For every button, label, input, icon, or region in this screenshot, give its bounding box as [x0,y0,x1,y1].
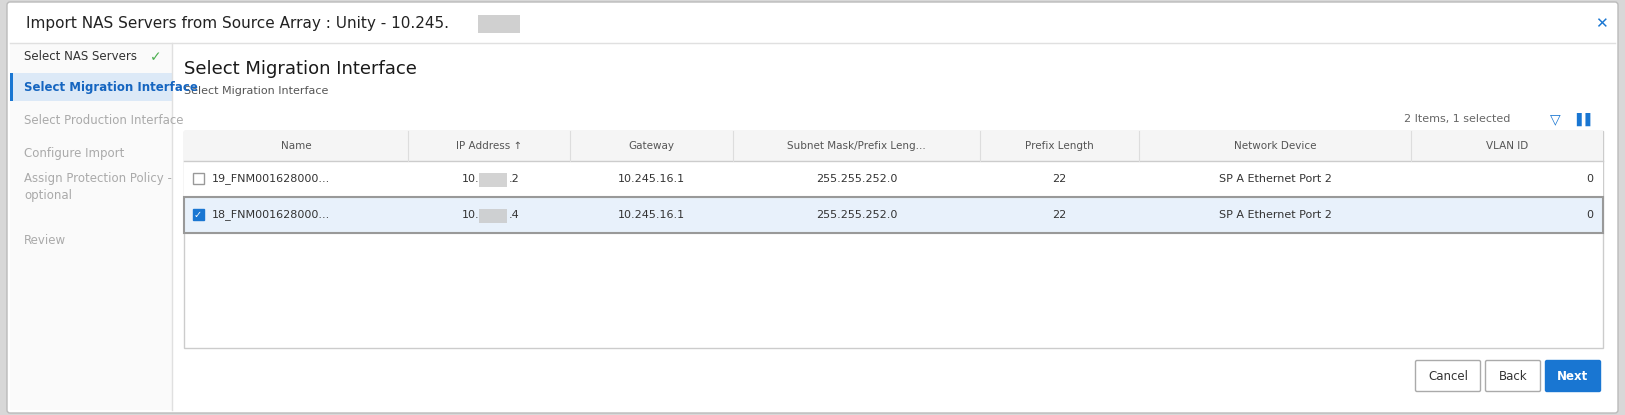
FancyBboxPatch shape [6,2,1618,413]
Text: ✓: ✓ [193,210,202,220]
Text: 255.255.252.0: 255.255.252.0 [816,174,897,184]
Text: ✕: ✕ [1594,17,1607,32]
FancyBboxPatch shape [1485,361,1540,391]
Text: Select NAS Servers: Select NAS Servers [24,51,136,63]
Text: Cancel: Cancel [1428,369,1467,383]
Bar [192,173,203,185]
Text: 10.245.16.1: 10.245.16.1 [618,210,686,220]
Bar [478,15,520,33]
FancyBboxPatch shape [1545,361,1601,391]
Text: 0: 0 [1586,174,1592,184]
Text: Network Device: Network Device [1233,141,1316,151]
Text: Gateway: Gateway [629,141,674,151]
Text: Select Migration Interface: Select Migration Interface [184,86,328,96]
Text: Back: Back [1498,369,1527,383]
Text: 10.245.16.1: 10.245.16.1 [618,174,686,184]
Bar [184,197,1602,233]
Text: VLAN ID: VLAN ID [1487,141,1529,151]
Text: Select Migration Interface: Select Migration Interface [184,60,418,78]
Text: 255.255.252.0: 255.255.252.0 [816,210,897,220]
Text: .4: .4 [509,210,520,220]
Bar [10,43,172,410]
FancyBboxPatch shape [1415,361,1480,391]
Text: ▐▐: ▐▐ [1571,112,1591,126]
Text: 18_FNM001628000...: 18_FNM001628000... [211,210,330,220]
Bar [10,73,172,101]
Text: SP A Ethernet Port 2: SP A Ethernet Port 2 [1219,210,1331,220]
Text: ▽: ▽ [1550,112,1560,126]
Text: Prefix Length: Prefix Length [1025,141,1094,151]
Text: .2: .2 [509,174,520,184]
Text: Subnet Mask/Prefix Leng...: Subnet Mask/Prefix Leng... [786,141,926,151]
Bar [192,210,203,220]
Text: Next: Next [1557,369,1589,383]
Bar [479,173,507,187]
Text: 2 Items, 1 selected: 2 Items, 1 selected [1404,114,1510,124]
Text: 19_FNM001628000...: 19_FNM001628000... [211,173,330,184]
Text: 10.: 10. [461,174,479,184]
Text: Import NAS Servers from Source Array : Unity - 10.245.: Import NAS Servers from Source Array : U… [26,17,448,32]
Text: Name: Name [281,141,312,151]
Text: 22: 22 [1053,210,1066,220]
Text: Select Production Interface: Select Production Interface [24,115,184,127]
Text: SP A Ethernet Port 2: SP A Ethernet Port 2 [1219,174,1331,184]
Bar [10,73,13,101]
Text: Review: Review [24,234,67,247]
Text: Configure Import: Configure Import [24,146,125,159]
Bar [184,131,1602,348]
Text: 0: 0 [1586,210,1592,220]
Text: ✓: ✓ [150,50,162,64]
Bar [479,209,507,223]
Bar [10,5,1615,43]
Text: 10.: 10. [461,210,479,220]
Text: IP Address ↑: IP Address ↑ [457,141,522,151]
Text: Assign Protection Policy -
optional: Assign Protection Policy - optional [24,172,172,202]
Bar [184,161,1602,197]
Bar [184,197,1602,233]
Bar [184,131,1602,161]
Text: 22: 22 [1053,174,1066,184]
Text: Select Migration Interface: Select Migration Interface [24,81,198,93]
